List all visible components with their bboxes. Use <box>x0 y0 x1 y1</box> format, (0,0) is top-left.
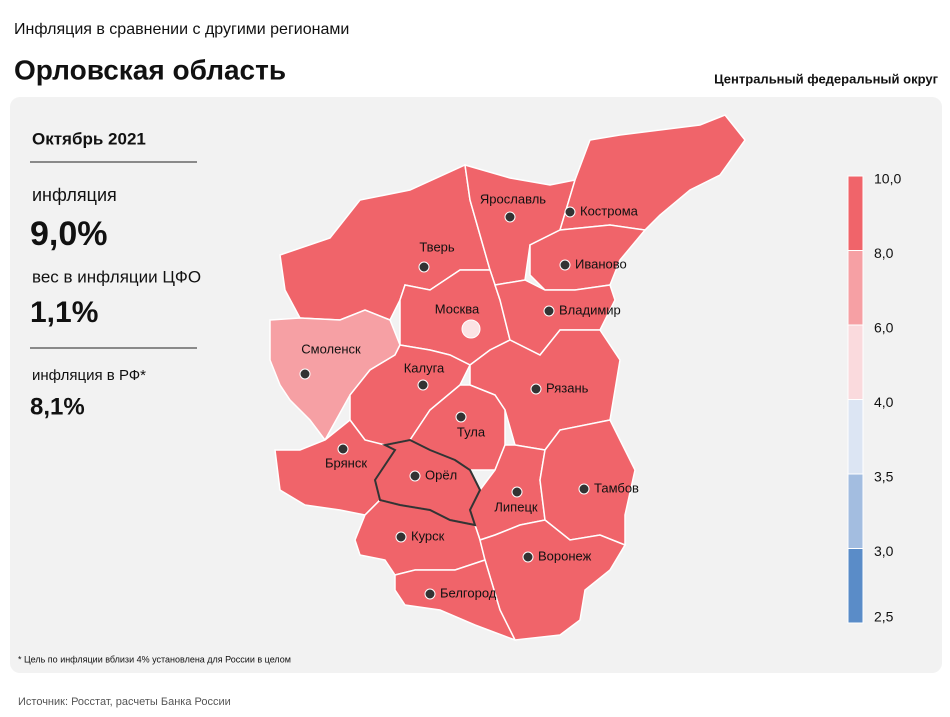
legend-label: 8,0 <box>874 245 894 261</box>
district: Центральный федеральный округ <box>714 71 938 86</box>
legend: 10,0 8,0 6,0 4,0 3,5 3,0 2,5 <box>847 171 901 625</box>
city-marker <box>455 411 467 423</box>
city-marker <box>299 368 311 380</box>
legend-label: 4,0 <box>874 394 894 410</box>
region-label: Липецк <box>494 499 538 514</box>
title: Орловская область <box>14 54 286 85</box>
region-outline <box>373 438 482 527</box>
city-marker <box>578 483 590 495</box>
inflation-value: 9,0% <box>30 215 108 253</box>
region-label: Тамбов <box>594 480 639 495</box>
city-marker <box>543 305 555 317</box>
period: Октябрь 2021 <box>32 129 146 148</box>
region-label: Рязань <box>546 380 589 395</box>
legend-swatch <box>847 250 864 326</box>
city-marker <box>409 470 421 482</box>
city-marker <box>522 551 534 563</box>
city-marker <box>417 379 429 391</box>
region <box>494 279 616 356</box>
legend-swatch <box>847 473 864 549</box>
capital-marker <box>461 319 481 339</box>
inflation-label: инфляция <box>32 185 117 205</box>
city-marker <box>395 531 407 543</box>
city-marker <box>559 259 571 271</box>
weight-label: вес в инфляции ЦФО <box>32 267 201 286</box>
region-label: Тула <box>457 424 486 439</box>
region-label: Курск <box>411 528 445 543</box>
city-marker <box>511 486 523 498</box>
legend-swatch <box>847 399 864 475</box>
region <box>408 384 506 471</box>
region <box>464 163 577 286</box>
weight-value: 1,1% <box>30 296 98 329</box>
legend-swatch <box>847 324 864 400</box>
region-label: Москва <box>435 301 480 316</box>
legend-label: 2,5 <box>874 609 894 625</box>
legend-swatch <box>847 548 864 624</box>
region-label: Смоленск <box>301 341 361 356</box>
city-marker <box>418 261 430 273</box>
region <box>394 559 517 642</box>
region-label: Орёл <box>425 467 457 482</box>
city-marker <box>337 443 349 455</box>
subtitle: Инфляция в сравнении с другими регионами <box>14 21 349 38</box>
legend-label: 3,5 <box>874 469 894 485</box>
region-label: Воронеж <box>538 548 592 563</box>
region-label: Брянск <box>325 455 367 470</box>
rf-label: инфляция в РФ* <box>32 367 146 384</box>
legend-label: 3,0 <box>874 543 894 559</box>
region-label: Ярославль <box>480 191 546 206</box>
region-label: Белгород <box>440 585 497 600</box>
region-label: Владимир <box>559 302 621 317</box>
legend-label: 6,0 <box>874 320 894 336</box>
city-marker <box>564 206 576 218</box>
city-marker <box>530 383 542 395</box>
region-label: Калуга <box>404 360 445 375</box>
region-label: Тверь <box>419 239 455 254</box>
legend-swatch <box>847 175 864 251</box>
region-label: Иваново <box>575 256 627 271</box>
source: Источник: Росстат, расчеты Банка России <box>18 696 231 708</box>
city-marker <box>504 211 516 223</box>
footnote: * Цель по инфляции вблизи 4% установлена… <box>18 654 291 664</box>
region-label: Кострома <box>580 203 639 218</box>
legend-label: 10,0 <box>874 171 901 187</box>
city-marker <box>424 588 436 600</box>
map: Тверь Ярославль Кострома Иваново Москва Влади… <box>269 114 746 642</box>
rf-value: 8,1% <box>30 393 85 420</box>
